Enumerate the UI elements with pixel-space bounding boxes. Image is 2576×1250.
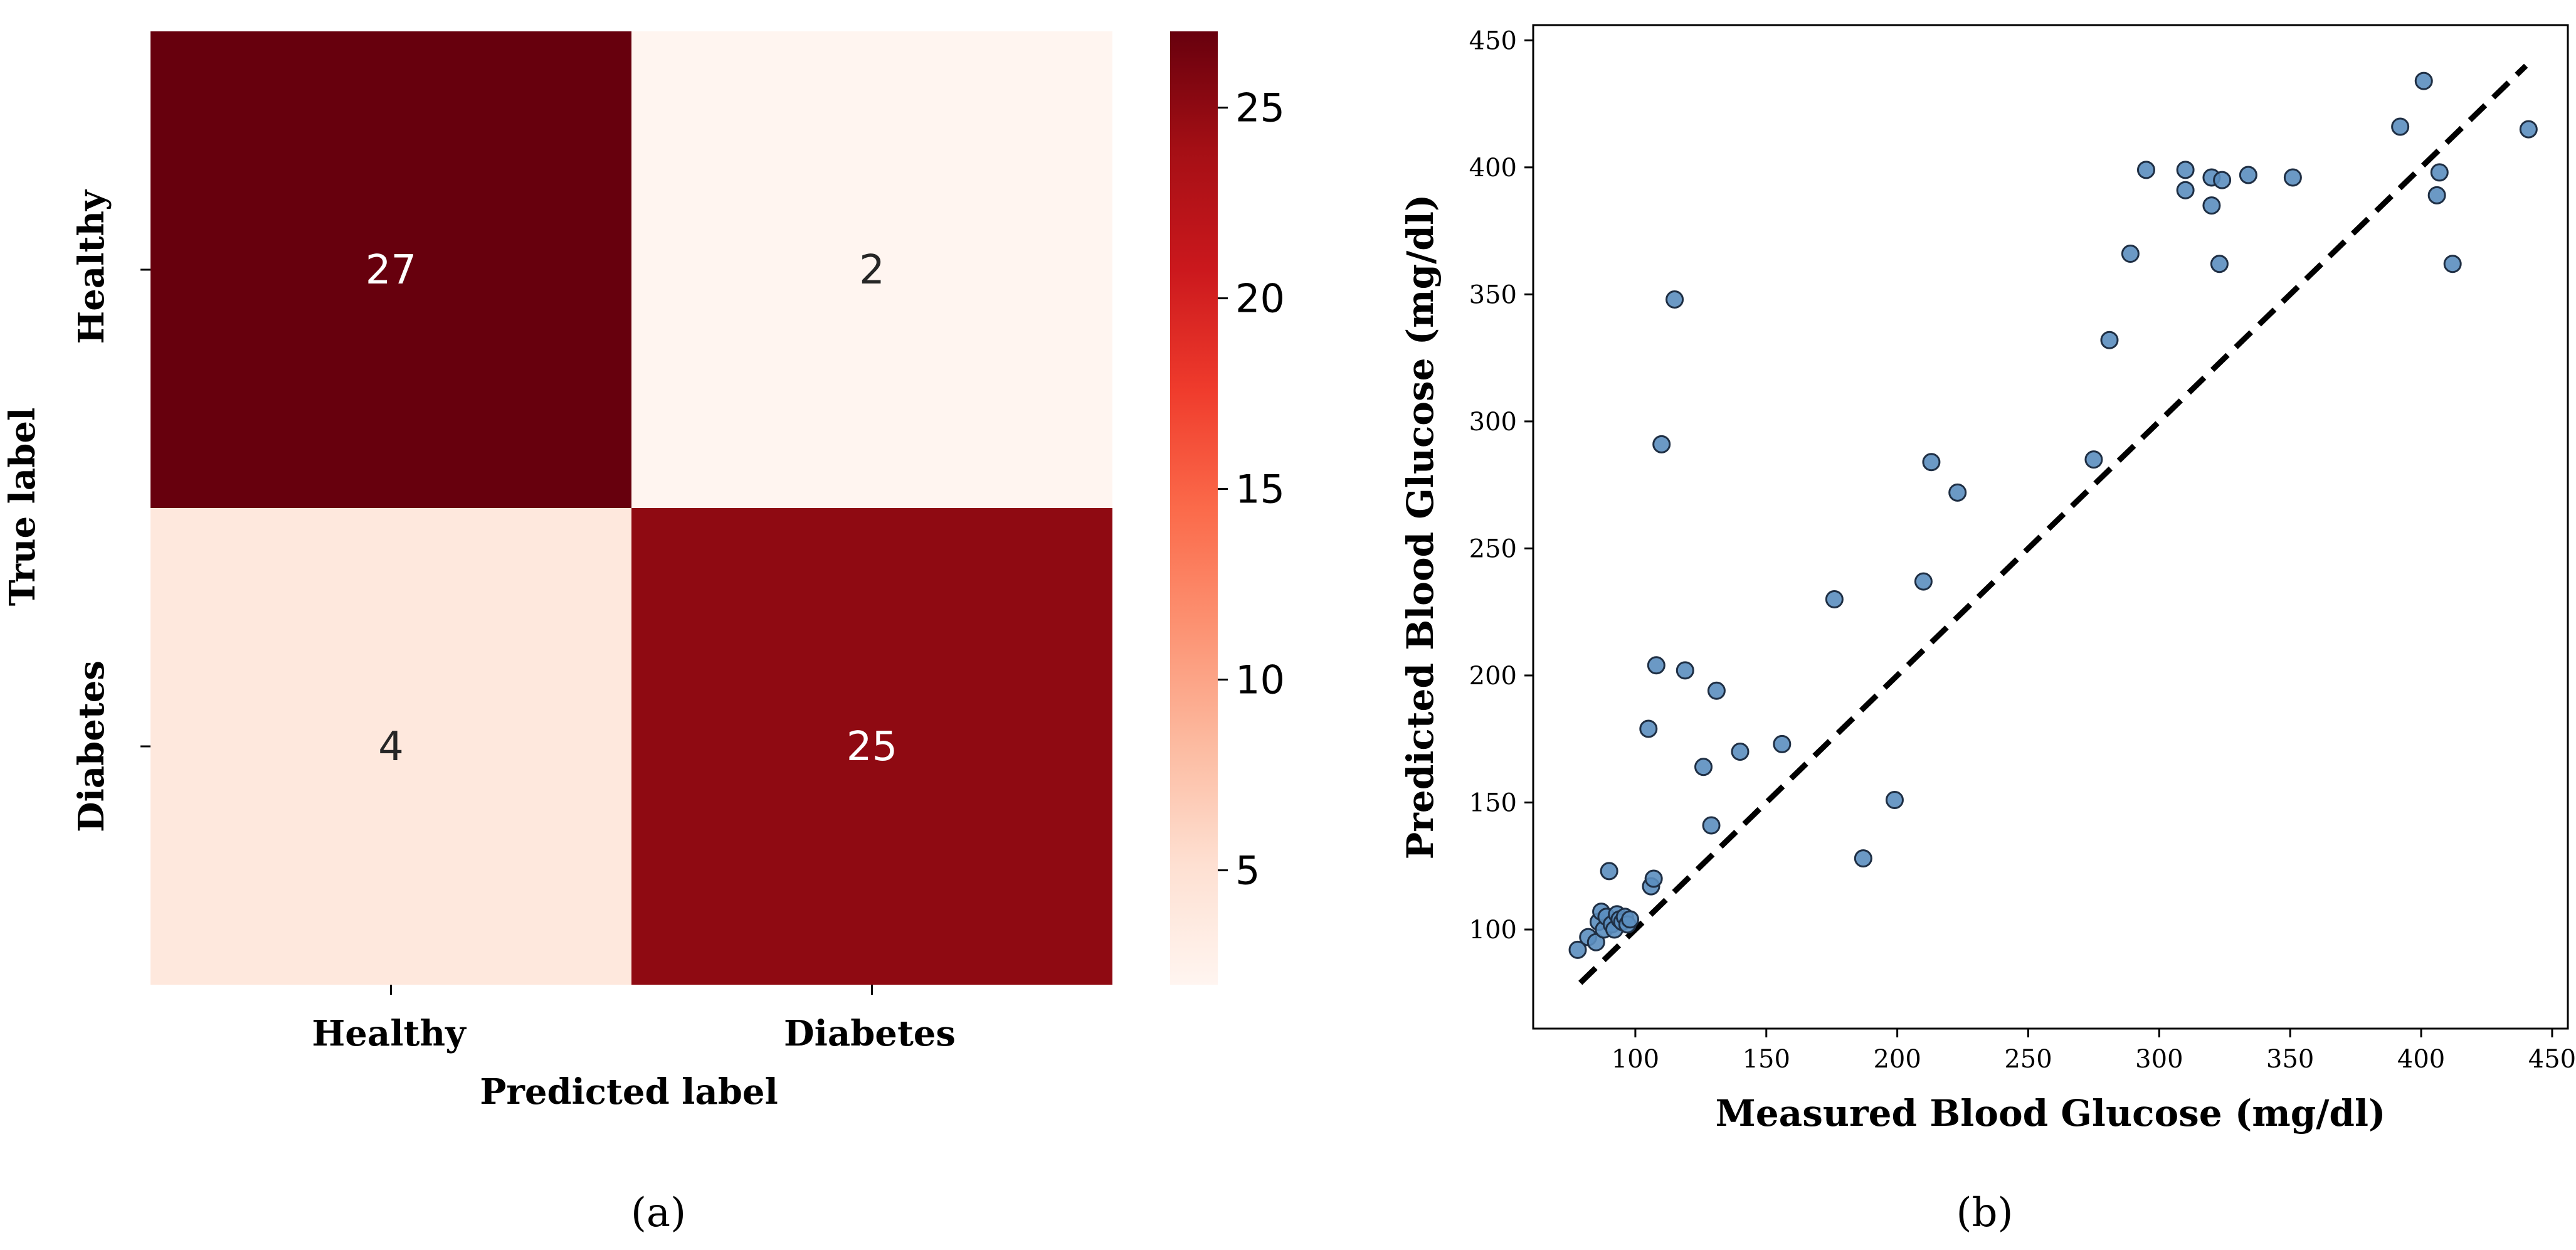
- scatter-point: [1885, 790, 1904, 809]
- scatter-x-tick-label: 450: [2528, 1045, 2576, 1074]
- scatter-point: [1676, 661, 1694, 680]
- scatter-point: [1647, 656, 1665, 675]
- cm-col-label-1: Diabetes: [784, 1013, 956, 1054]
- scatter-y-tick-label: 350: [1469, 280, 1517, 309]
- scatter-point: [1621, 910, 1640, 929]
- colorbar-tick-label: 10: [1235, 657, 1285, 703]
- cm-y-axis-label: True label: [2, 408, 43, 606]
- colorbar: [1170, 31, 1218, 985]
- scatter-y-tick-label: 100: [1469, 916, 1517, 945]
- scatter-point: [2121, 245, 2140, 263]
- cm-cell-value: 27: [366, 247, 416, 294]
- cm-row-label-1: Diabetes: [71, 660, 112, 832]
- scatter-point: [2213, 171, 2232, 189]
- scatter-point: [2100, 331, 2119, 349]
- scatter-point: [2391, 117, 2410, 136]
- colorbar-tick-label: 25: [1235, 85, 1285, 131]
- scatter-point: [1568, 940, 1587, 959]
- scatter-x-tick-label: 300: [2135, 1045, 2183, 1074]
- confusion-matrix-axis-ticks: [140, 268, 873, 995]
- cm-row-label-0: Healthy: [71, 189, 112, 344]
- scatter-y-tick-label: 150: [1469, 788, 1517, 817]
- scatter-y-tick-label: 450: [1469, 26, 1517, 55]
- scatter-point: [2084, 450, 2103, 469]
- scatter-point: [2430, 163, 2449, 182]
- scatter-point: [2176, 181, 2195, 199]
- scatter-point: [2519, 120, 2538, 139]
- scatter-point: [1665, 290, 1684, 309]
- scatter-plot-frame: [1532, 24, 2569, 1030]
- scatter-x-tick-label: 200: [1873, 1045, 1921, 1074]
- cm-cell: [150, 31, 631, 508]
- scatter-point: [1922, 453, 1941, 472]
- scatter-point: [1702, 816, 1721, 835]
- scatter-y-axis-label: Predicted Blood Glucose (mg/dl): [1399, 194, 1442, 860]
- scatter-point: [1694, 758, 1713, 776]
- scatter-x-axis-label: Measured Blood Glucose (mg/dl): [1716, 1092, 2386, 1135]
- scatter-point: [2210, 255, 2229, 273]
- scatter-point: [2414, 72, 2433, 90]
- cm-cell: [631, 31, 1112, 508]
- scatter-x-ticks: 100 150 200 250 300 350 400 450: [1612, 1029, 2576, 1074]
- scatter-point: [2239, 166, 2257, 184]
- cm-cell-value: 4: [378, 724, 404, 770]
- scatter-point: [1731, 742, 1750, 761]
- scatter-point: [2136, 161, 2155, 179]
- scatter-x-tick-label: 400: [2397, 1045, 2445, 1074]
- cm-cell: [150, 508, 631, 985]
- scatter-point: [1914, 572, 1933, 591]
- scatter-point: [2176, 161, 2195, 179]
- scatter-point: [2283, 168, 2302, 187]
- colorbar-ticks: 5 10 15 20 25: [1218, 85, 1285, 894]
- scatter-points: [1568, 72, 2538, 959]
- subfigure-label-a: (a): [631, 1190, 686, 1236]
- scatter-point: [1600, 862, 1618, 881]
- cm-col-label-0: Healthy: [312, 1013, 467, 1054]
- scatter-y-tick-label: 400: [1469, 154, 1517, 183]
- subfigure-label-b: (b): [1956, 1190, 2014, 1236]
- scatter-y-tick-label: 200: [1469, 662, 1517, 691]
- scatter-x-tick-label: 250: [2004, 1045, 2052, 1074]
- scatter-point: [2202, 196, 2221, 215]
- cm-cell-value: 2: [859, 247, 885, 294]
- scatter-point: [1854, 849, 1872, 868]
- scatter-point: [1773, 734, 1792, 753]
- scatter-point: [1639, 719, 1658, 738]
- scatter-x-tick-label: 100: [1612, 1045, 1659, 1074]
- scatter-x-tick-label: 150: [1743, 1045, 1790, 1074]
- confusion-matrix-panel: 27 2 4 25 Healthy Diabetes Healthy Diabetes…: [2, 31, 1285, 1236]
- colorbar-tick-label: 15: [1235, 467, 1285, 512]
- scatter-point: [1707, 681, 1726, 700]
- scatter-x-tick-label: 350: [2266, 1045, 2314, 1074]
- scatter-point: [1825, 590, 1844, 608]
- cm-x-axis-label: Predicted label: [480, 1071, 778, 1113]
- identity-reference-line: [1578, 63, 2528, 985]
- scatter-point: [2427, 186, 2446, 204]
- confusion-matrix-cells: [150, 31, 1112, 985]
- scatter-point: [1644, 869, 1663, 888]
- scatter-y-tick-label: 250: [1469, 534, 1517, 563]
- confusion-matrix-cell-labels: 27 2 4 25: [366, 247, 897, 770]
- cm-cell-value: 25: [847, 724, 897, 770]
- scatter-y-ticks: 100 150 200 250 300 350 400 450: [1469, 26, 1533, 945]
- scatter-point: [1652, 435, 1671, 453]
- colorbar-tick-label: 20: [1235, 276, 1285, 322]
- scatter-point: [1948, 483, 1967, 502]
- scatter-y-tick-label: 300: [1469, 408, 1517, 437]
- scatter-point: [2443, 255, 2462, 273]
- colorbar-tick-label: 5: [1235, 848, 1260, 894]
- scatter-panel: 100 150 200 250 300 350 400 450 100 150 200 250 300…: [1399, 24, 2576, 1236]
- cm-cell: [631, 508, 1112, 985]
